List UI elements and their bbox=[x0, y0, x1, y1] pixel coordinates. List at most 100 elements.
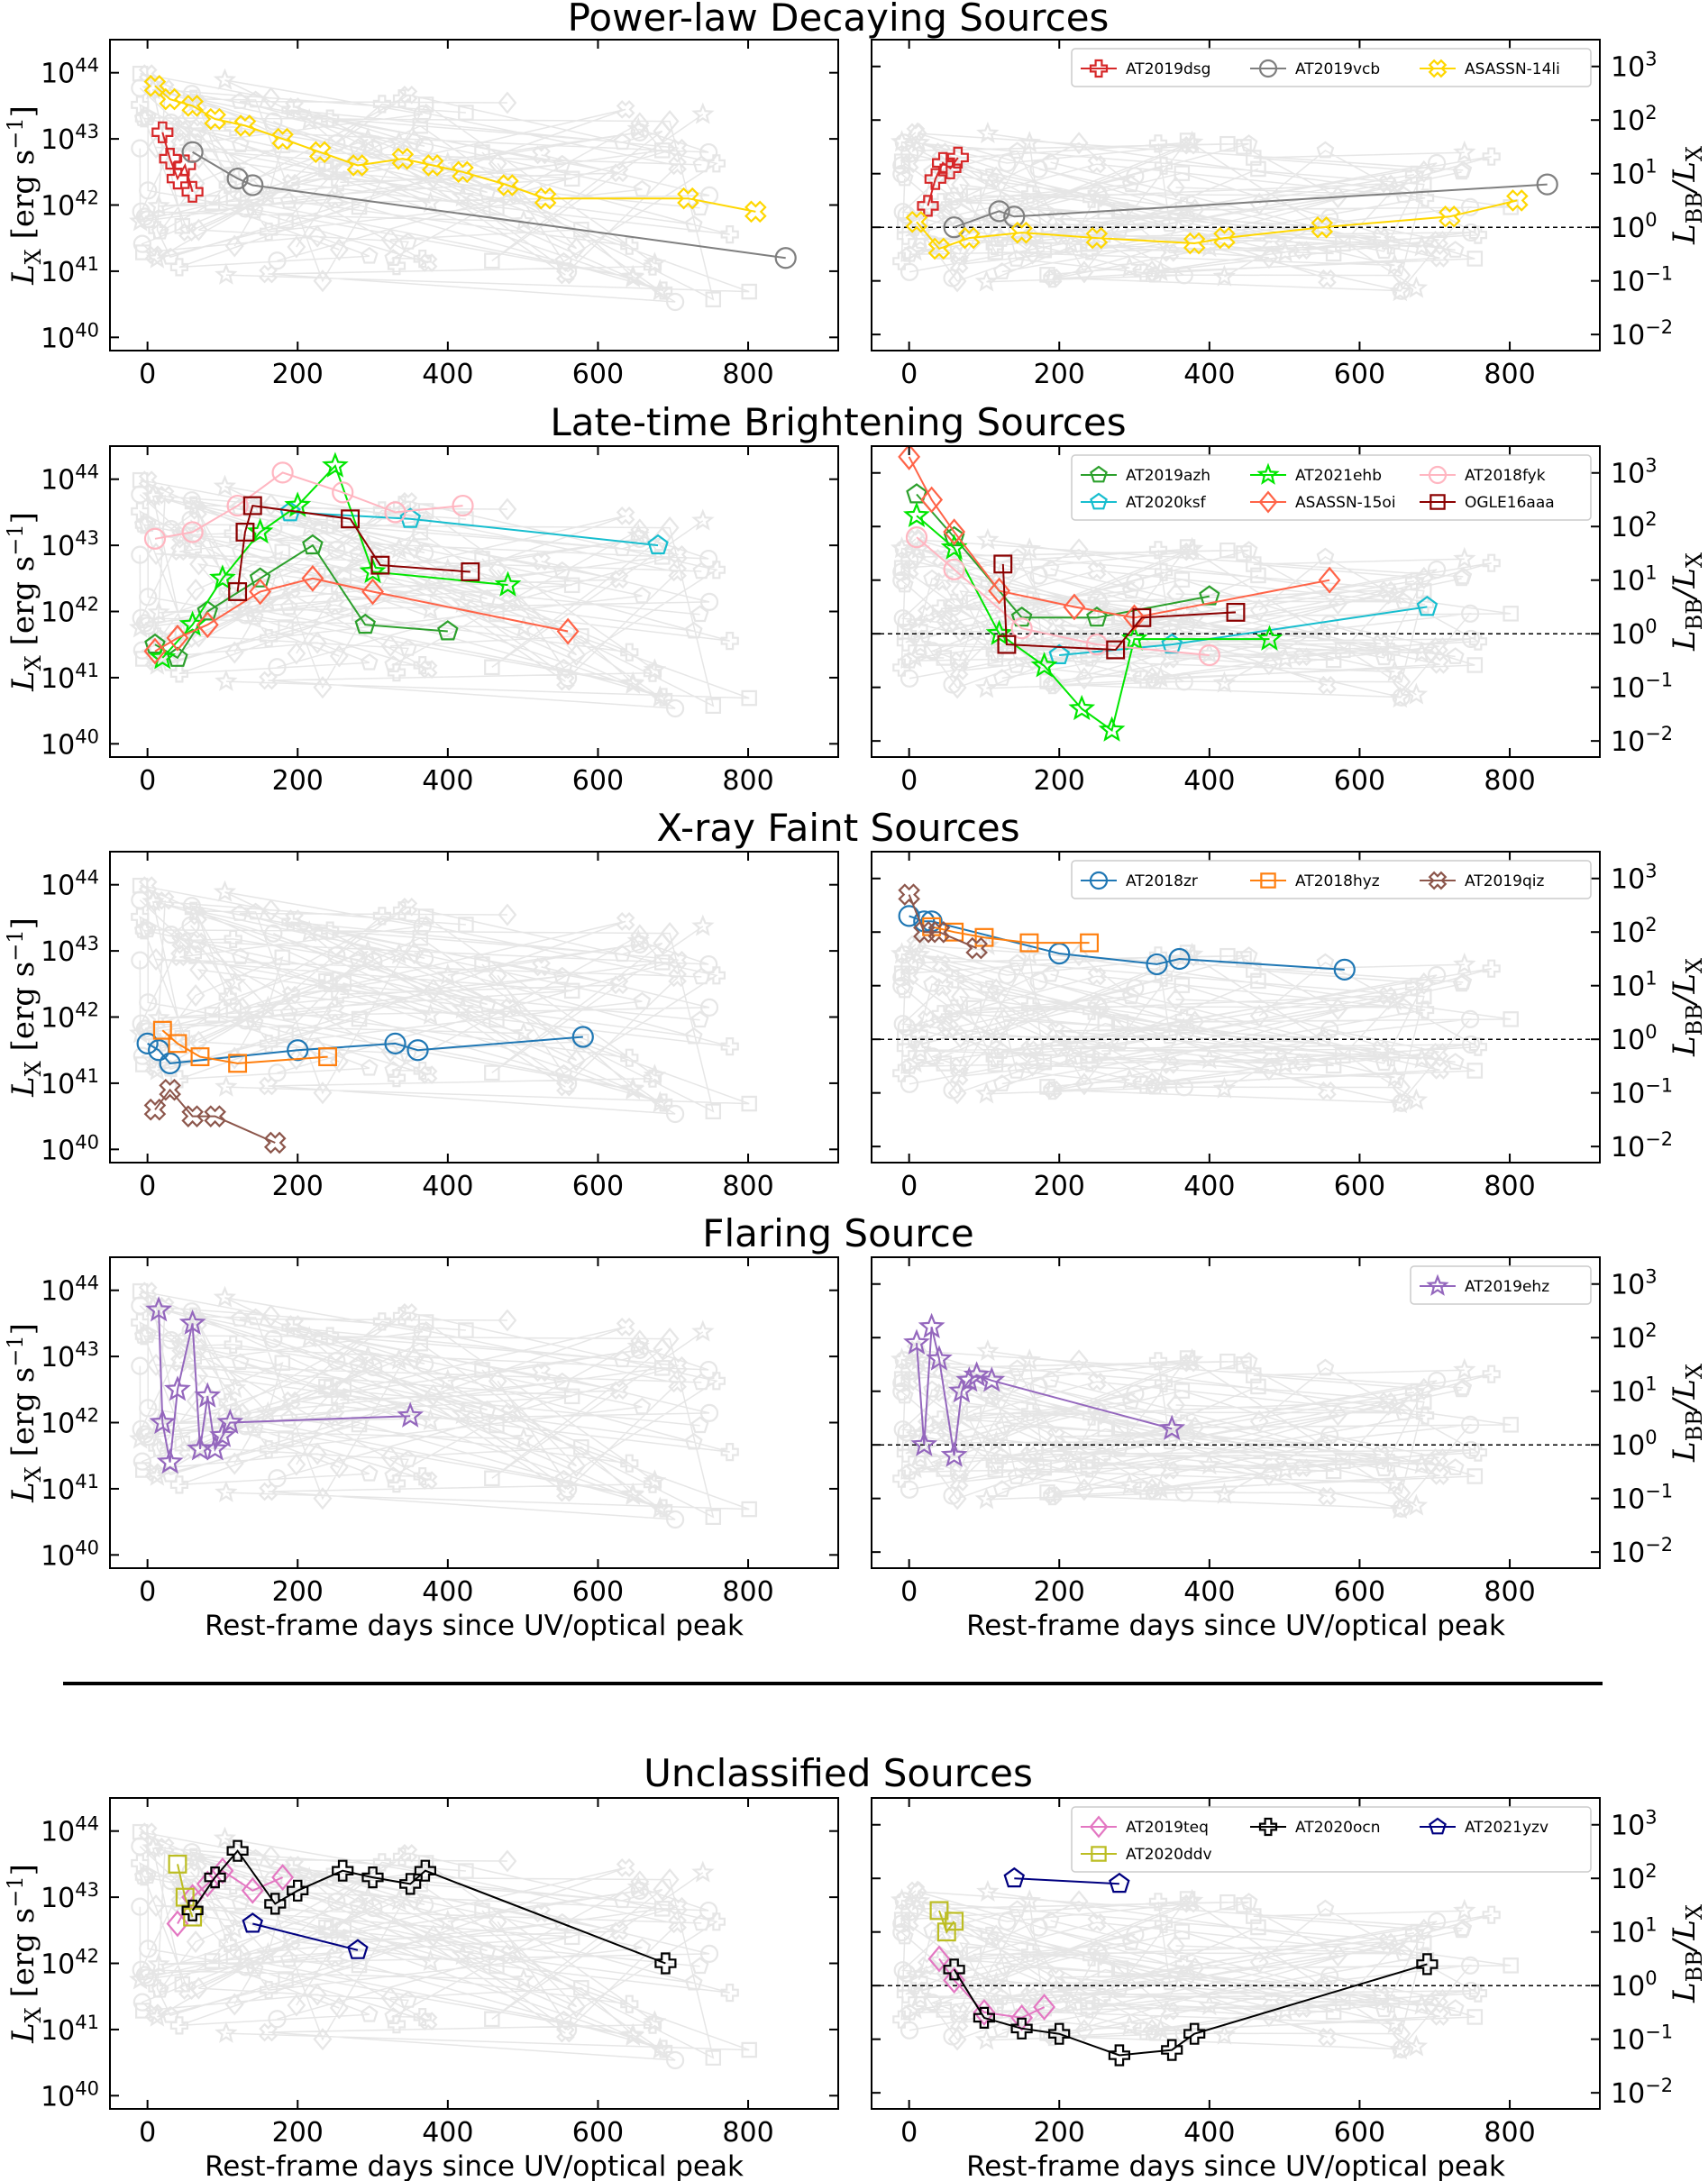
background-point bbox=[278, 1430, 294, 1446]
background-point bbox=[260, 1439, 279, 1459]
background-point bbox=[458, 1863, 474, 1879]
legend-marker bbox=[1256, 462, 1280, 485]
background-point bbox=[1262, 1991, 1282, 2011]
x-tick-label: 200 bbox=[272, 359, 324, 390]
background-point bbox=[532, 552, 551, 571]
y-tick-label: 103 bbox=[1611, 49, 1658, 84]
legend-marker bbox=[1258, 59, 1278, 78]
panel-frame bbox=[871, 445, 1601, 758]
background-point bbox=[1335, 235, 1351, 252]
background-point bbox=[169, 1070, 188, 1089]
background-point bbox=[1180, 130, 1204, 152]
background-points bbox=[890, 121, 1519, 302]
background-point bbox=[654, 1901, 671, 1917]
background-point bbox=[943, 269, 962, 287]
background-point bbox=[653, 525, 672, 550]
y-tick-label: 10−2 bbox=[1611, 1534, 1673, 1569]
series-AT2020ocn bbox=[181, 1839, 677, 1975]
background-point bbox=[992, 1447, 1010, 1465]
data-point bbox=[242, 1912, 263, 1933]
background-point bbox=[231, 947, 250, 965]
y-tick-label: 10−1 bbox=[1611, 670, 1673, 705]
background-point bbox=[436, 557, 460, 579]
x-tick-label: 800 bbox=[1484, 359, 1535, 390]
background-point bbox=[609, 570, 629, 589]
series-line bbox=[192, 151, 786, 260]
background-point bbox=[1293, 241, 1312, 260]
series-AT2019ehz bbox=[903, 1312, 1186, 1467]
background-point bbox=[917, 1956, 936, 1976]
background-point bbox=[146, 1894, 166, 1918]
background-point bbox=[1148, 541, 1168, 560]
data-point bbox=[149, 1408, 177, 1435]
background-point bbox=[1466, 2009, 1484, 2025]
background-point bbox=[630, 935, 649, 954]
series-line bbox=[938, 1910, 955, 1934]
x-tick-label: 600 bbox=[1334, 1576, 1385, 1608]
background-point bbox=[1219, 1353, 1236, 1370]
background-point bbox=[387, 2015, 406, 2034]
background-point bbox=[424, 572, 443, 596]
data-point bbox=[940, 1441, 968, 1467]
data-point bbox=[301, 564, 324, 592]
background-point bbox=[132, 877, 149, 894]
background-point bbox=[1335, 642, 1351, 659]
data-point bbox=[271, 1864, 295, 1892]
x-tick-label: 600 bbox=[1334, 359, 1385, 390]
background-point bbox=[412, 929, 429, 946]
background-point bbox=[1069, 1349, 1089, 1373]
background-point bbox=[699, 998, 719, 1017]
background-point bbox=[1454, 160, 1473, 178]
background-point bbox=[225, 1002, 242, 1019]
background-point bbox=[139, 588, 158, 607]
x-tick-label: 400 bbox=[422, 359, 473, 390]
background-point bbox=[666, 1510, 685, 1529]
plot-area bbox=[128, 1822, 757, 2070]
data-point bbox=[1123, 604, 1146, 632]
background-point bbox=[720, 1036, 739, 1056]
series-line bbox=[908, 894, 977, 950]
background-point bbox=[417, 503, 434, 519]
x-tick-label: 200 bbox=[1034, 359, 1085, 390]
series-AT2020ksf bbox=[279, 501, 669, 555]
background-point bbox=[643, 251, 667, 274]
background-point bbox=[218, 175, 237, 195]
panel-frame bbox=[871, 1256, 1601, 1569]
background-point bbox=[1316, 141, 1335, 159]
background-point bbox=[1112, 1960, 1129, 1976]
background-point bbox=[285, 1315, 304, 1334]
background-point bbox=[554, 251, 573, 269]
background-point bbox=[1314, 1976, 1333, 1993]
background-point bbox=[512, 1427, 535, 1449]
series-AT2018fyk bbox=[905, 526, 1220, 667]
background-point bbox=[1371, 634, 1391, 653]
background-line bbox=[900, 944, 1512, 1104]
background-point bbox=[699, 1403, 719, 1422]
background-point bbox=[994, 602, 1014, 625]
background-point bbox=[984, 213, 1009, 235]
background-point bbox=[923, 569, 941, 587]
background-point bbox=[1262, 1045, 1282, 1064]
background-point bbox=[1274, 240, 1297, 262]
background-point bbox=[1377, 986, 1397, 1006]
background-point bbox=[412, 1335, 429, 1352]
background-point bbox=[174, 1877, 193, 1896]
background-point bbox=[364, 1898, 383, 1918]
background-point bbox=[897, 1423, 916, 1442]
chart-panel: 0 200 400 600 800 10−2 10−1 100 101 102 103 LBB/LX R… bbox=[871, 1256, 1707, 1642]
background-point bbox=[668, 156, 687, 176]
background-point bbox=[161, 926, 180, 944]
background-point bbox=[1461, 1981, 1481, 2001]
data-point bbox=[898, 905, 920, 927]
background-point bbox=[297, 1866, 321, 1889]
background-point bbox=[488, 151, 507, 175]
data-point bbox=[159, 87, 181, 111]
background-point bbox=[224, 1875, 242, 1894]
background-point bbox=[1329, 186, 1347, 209]
y-tick-label: 1043 bbox=[41, 527, 99, 562]
data-point bbox=[1183, 232, 1206, 255]
background-point bbox=[943, 675, 962, 694]
background-point bbox=[215, 262, 238, 285]
background-point bbox=[318, 1919, 334, 1936]
background-point bbox=[478, 1401, 497, 1418]
